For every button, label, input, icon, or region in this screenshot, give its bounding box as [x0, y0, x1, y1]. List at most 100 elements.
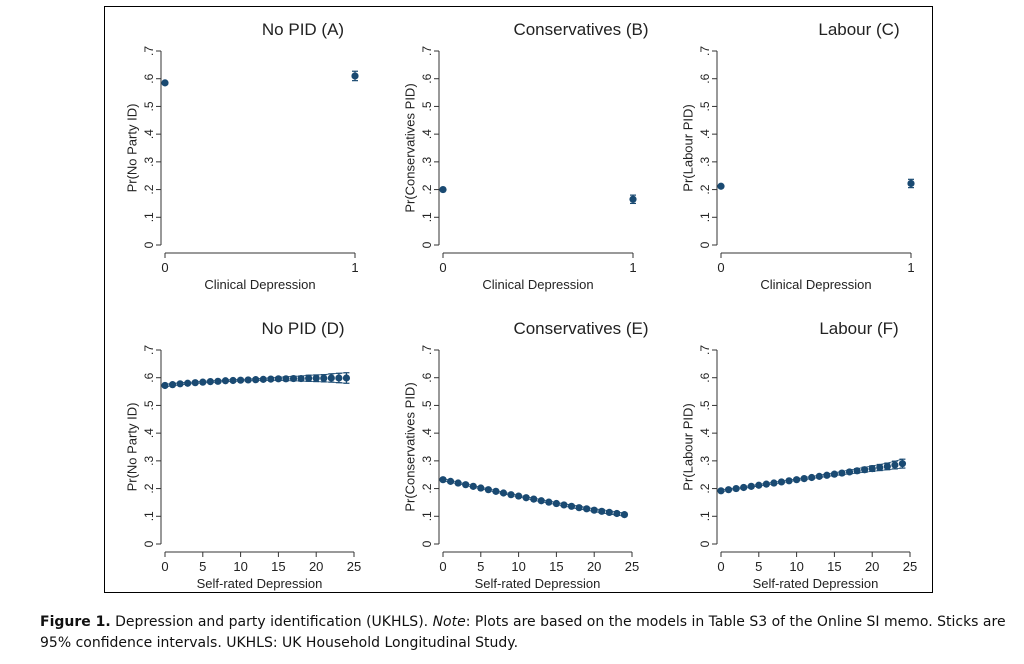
x-tick-label: 10	[789, 559, 803, 574]
data-point	[800, 474, 808, 483]
data-point	[267, 375, 275, 383]
data-point	[891, 461, 899, 469]
data-point	[815, 472, 823, 480]
y-tick-label: 0	[698, 540, 712, 547]
data-point	[214, 377, 222, 385]
caption-note-word: Note	[432, 614, 466, 630]
data-point	[462, 481, 470, 489]
data-point	[327, 374, 335, 382]
y-tick-label: .2	[142, 483, 156, 493]
data-point	[297, 374, 305, 383]
y-tick-label: .1	[698, 511, 712, 521]
y-tick-label: .6	[142, 73, 156, 83]
data-point	[898, 460, 907, 468]
y-axis-label: Pr(No Party ID)	[125, 104, 140, 193]
data-point	[342, 374, 351, 382]
x-tick-label: 20	[587, 559, 601, 574]
y-tick-label: .7	[420, 345, 434, 355]
data-point	[762, 480, 770, 488]
data-point	[785, 477, 793, 485]
data-point	[335, 374, 343, 382]
panel-1: No PID (A) 0 .1 .2 .3 .4 .5 .6 .7 Pr(No Party ID)…	[125, 20, 359, 292]
data-point	[861, 466, 869, 474]
chart-grid: No PID (A) 0 .1 .2 .3 .4 .5 .6 .7 Pr(No Party ID)…	[125, 20, 918, 591]
x-tick-label: 0	[439, 260, 446, 275]
y-tick-label: .3	[698, 456, 712, 466]
y-tick-label: .3	[142, 157, 156, 167]
data-point	[777, 478, 786, 486]
data-point	[439, 185, 447, 194]
x-tick-label: 25	[347, 559, 361, 574]
data-point	[499, 489, 508, 497]
x-axis-label: Self-rated Depression	[197, 576, 323, 591]
x-tick-label: 0	[161, 559, 168, 574]
x-tick-label: 5	[199, 559, 206, 574]
data-point	[552, 499, 560, 508]
y-tick-label: .5	[142, 101, 156, 111]
y-tick-label: .1	[698, 212, 712, 222]
y-axis-label: Pr(No Party ID)	[125, 403, 140, 492]
data-point	[161, 381, 169, 390]
y-tick-label: .4	[420, 428, 434, 438]
data-point	[838, 469, 846, 477]
data-point	[469, 482, 477, 490]
x-tick-label: 1	[907, 260, 914, 275]
data-point	[439, 476, 447, 484]
y-axis-label: Pr(Conservatives PID)	[403, 83, 418, 212]
x-axis-label: Clinical Depression	[760, 277, 871, 292]
y-tick-label: .1	[420, 212, 434, 222]
caption-label: Figure 1.	[40, 614, 111, 630]
panel-4: No PID (D) 0 .1 .2 .3 .4 .5 .6 .7 Pr(No Party ID)…	[125, 319, 362, 591]
y-tick-label: .2	[698, 184, 712, 194]
y-tick-label: .5	[420, 101, 434, 111]
data-point	[492, 487, 500, 495]
data-point	[252, 376, 260, 384]
y-tick-label: .2	[420, 483, 434, 493]
x-axis-label: Self-rated Depression	[475, 576, 601, 591]
data-point	[907, 179, 915, 188]
x-tick-label: 15	[827, 559, 841, 574]
data-point	[515, 492, 523, 500]
y-tick-label: .5	[420, 400, 434, 410]
data-point	[312, 374, 320, 382]
data-point	[244, 376, 252, 384]
data-point	[320, 374, 328, 382]
y-tick-label: .6	[698, 73, 712, 83]
y-tick-label: .3	[420, 157, 434, 167]
x-tick-label: 1	[629, 260, 636, 275]
data-point	[567, 502, 576, 510]
y-tick-label: .6	[420, 73, 434, 83]
figure-frame: No PID (A) 0 .1 .2 .3 .4 .5 .6 .7 Pr(No Party ID)…	[104, 6, 933, 593]
panel-title: Labour (F)	[819, 319, 898, 338]
data-point	[770, 479, 778, 487]
data-point	[454, 479, 462, 487]
y-tick-label: .3	[420, 456, 434, 466]
x-tick-label: 1	[351, 260, 358, 275]
y-tick-label: .5	[698, 400, 712, 410]
x-axis-label: Clinical Depression	[482, 277, 593, 292]
data-point	[259, 375, 267, 383]
data-point	[808, 473, 816, 482]
y-tick-label: 0	[698, 241, 712, 248]
figure-caption: Figure 1. Depression and party identific…	[40, 612, 1010, 654]
y-tick-label: .6	[420, 372, 434, 382]
y-axis-label: Pr(Conservatives PID)	[403, 382, 418, 511]
y-tick-label: .1	[420, 511, 434, 521]
y-tick-label: .4	[420, 129, 434, 139]
data-point	[161, 79, 169, 87]
data-point	[747, 482, 755, 490]
panel-title: Conservatives (B)	[513, 20, 648, 39]
x-tick-label: 15	[549, 559, 563, 574]
y-tick-label: .3	[698, 157, 712, 167]
data-point	[598, 507, 606, 515]
data-point	[522, 494, 530, 502]
data-point	[184, 379, 192, 387]
y-tick-label: .4	[698, 428, 712, 438]
x-tick-label: 20	[309, 559, 323, 574]
x-tick-label: 5	[755, 559, 762, 574]
data-point	[883, 462, 891, 470]
data-point	[590, 506, 598, 514]
panel-title: Labour (C)	[818, 20, 899, 39]
data-point	[229, 376, 237, 385]
x-tick-label: 0	[717, 559, 724, 574]
